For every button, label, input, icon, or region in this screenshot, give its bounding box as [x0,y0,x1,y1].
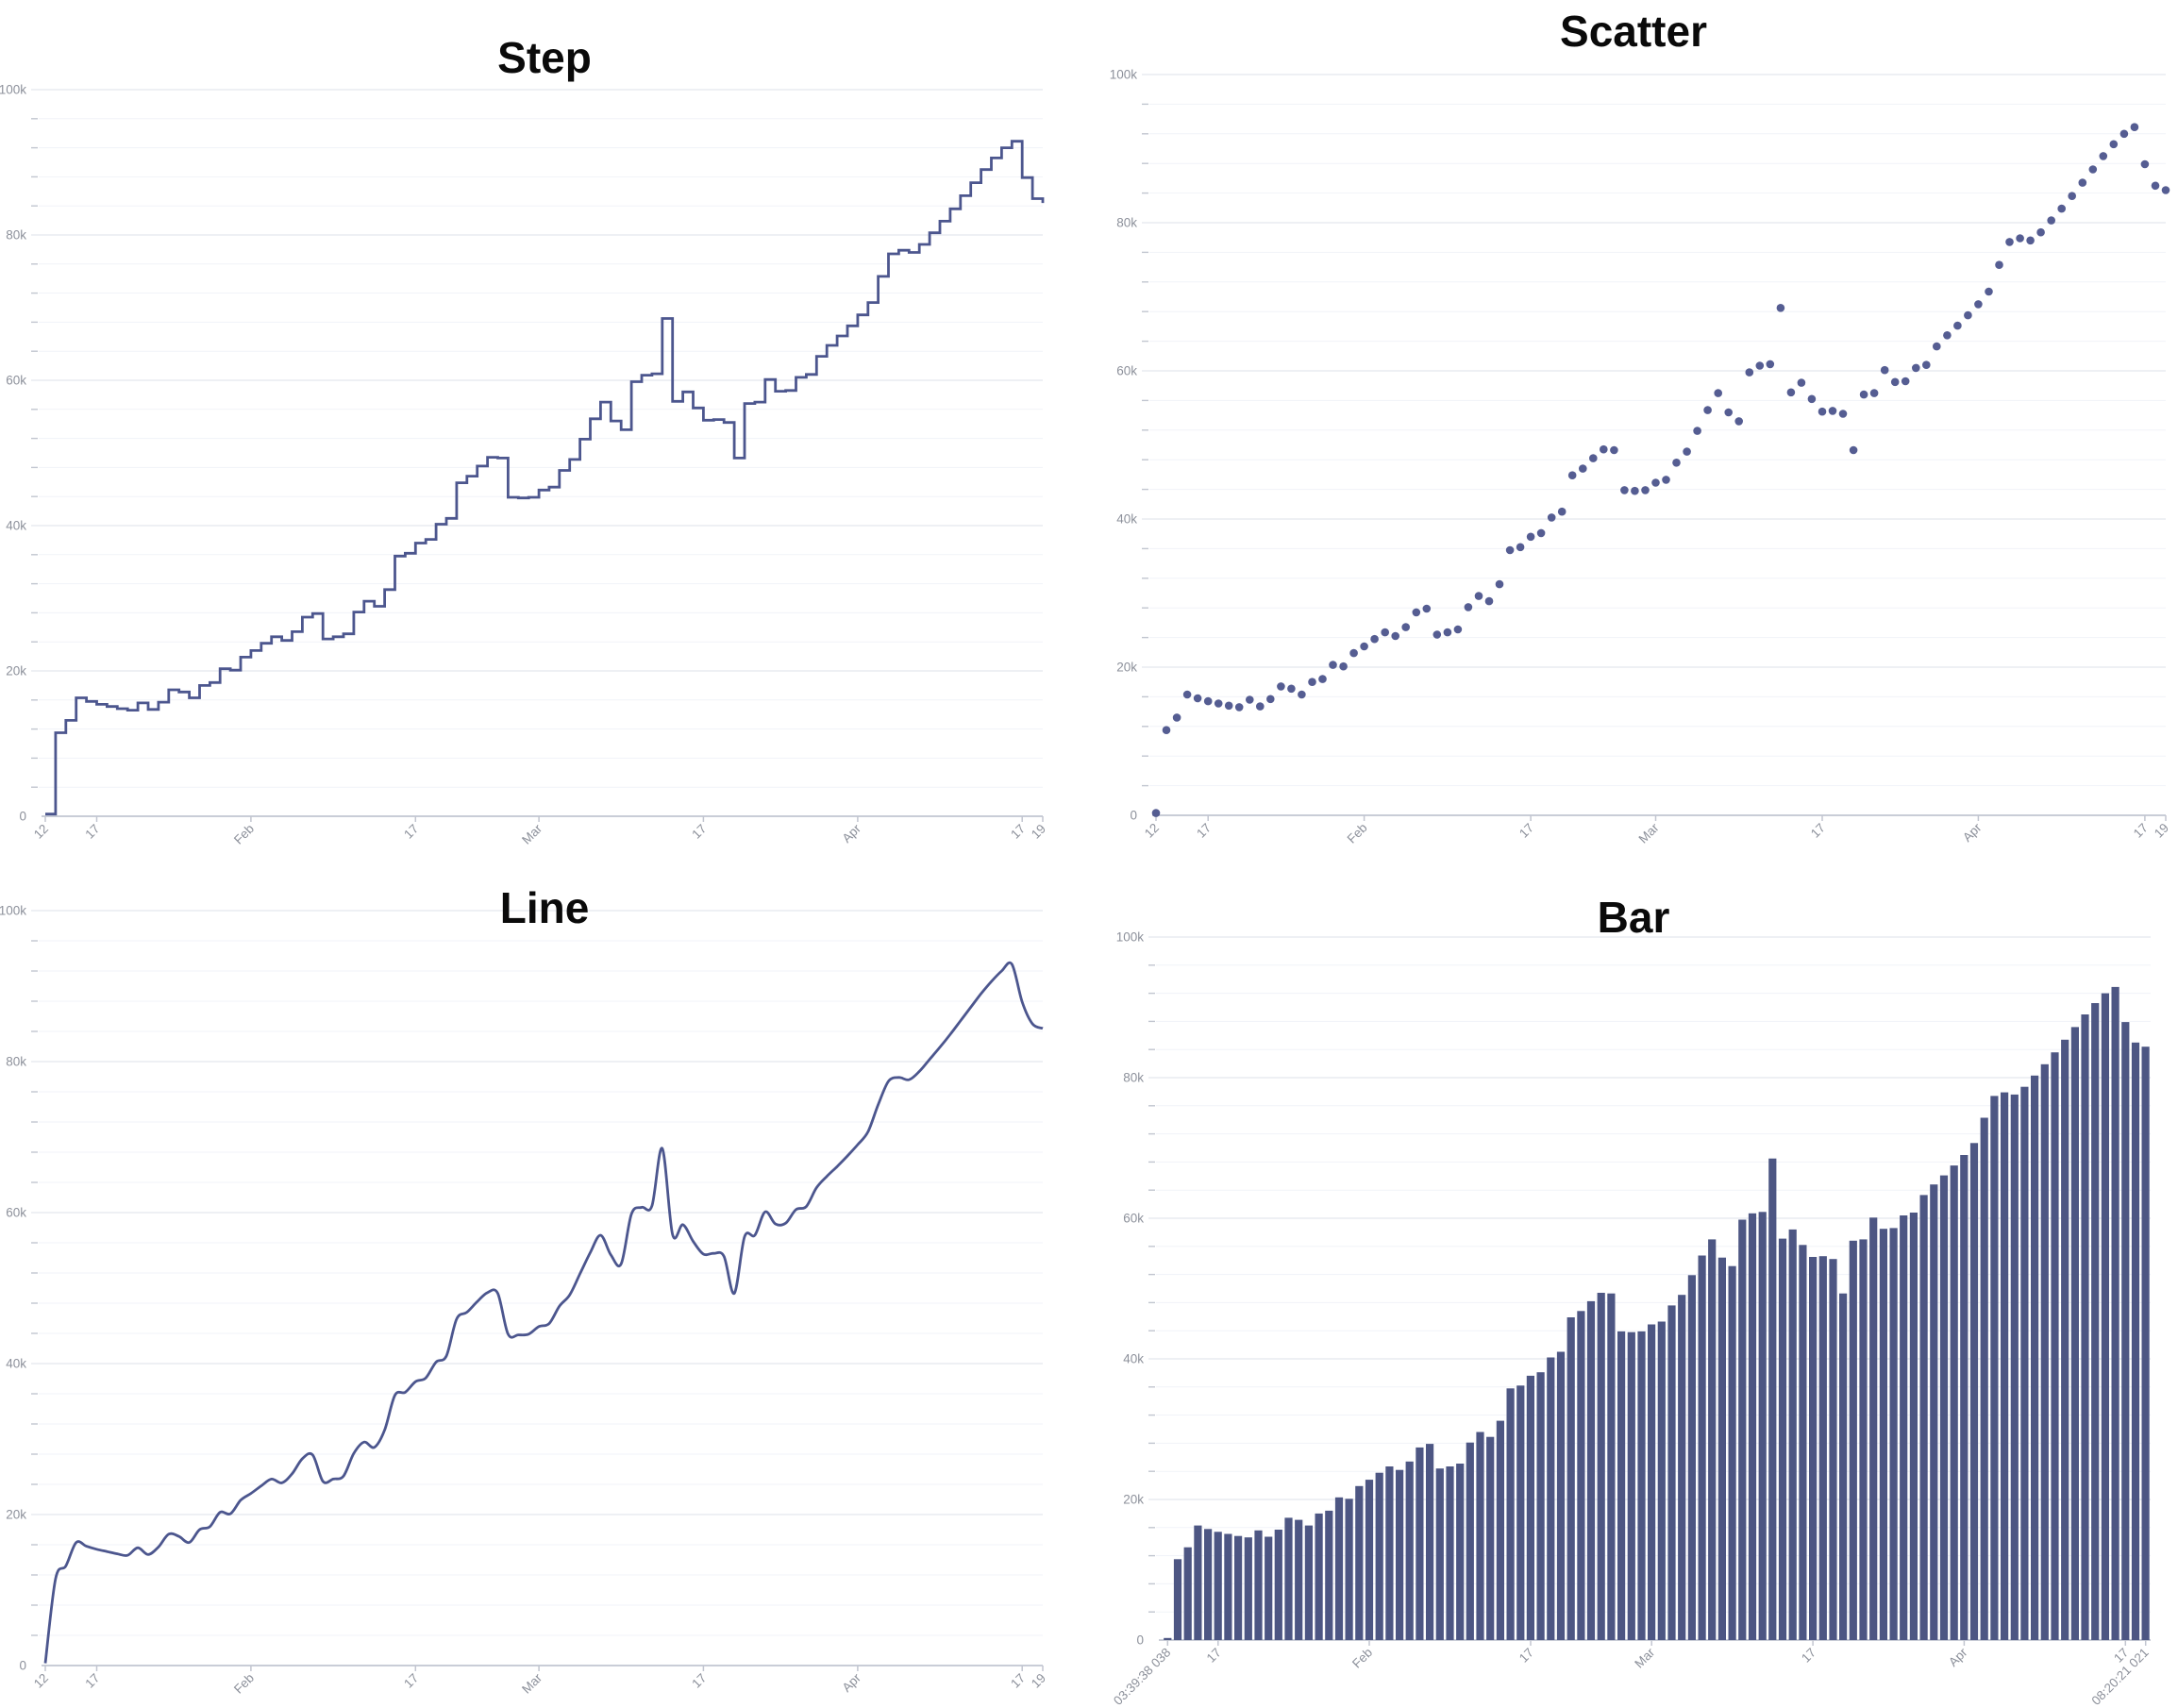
y-tick-label: 0 [1130,809,1137,823]
chart-title-line: Line [499,883,590,932]
y-tick-label: 40k [6,519,26,533]
line-plot: 0 20k 40k 60k 80k 100k 12 17 Feb 17 Mar 17 Apr 17 19 [0,854,1089,1708]
y-tick-label: 60k [6,1206,26,1220]
scatter-series [1151,123,2170,817]
y-tick-label: 100k [0,904,26,918]
x-tick-label: 17 [1516,1646,1536,1666]
scatter-plot: 0 20k 40k 60k 80k 100k 12 17 Feb 17 Mar 17 Apr 17 19 [1089,0,2178,854]
x-tick-label: Feb [231,1671,257,1697]
y-tick-label: 80k [1116,216,1137,230]
x-tick-label: 17 [401,822,421,842]
y-tick-label: 20k [6,1508,26,1522]
y-tick-label: 60k [1116,364,1137,378]
x-tick-label: 12 [31,1671,51,1691]
chart-title-bar: Bar [1597,893,1670,942]
x-tick-label: 17 [401,1671,421,1691]
bar-plot-svg: 0 20k 40k 60k 80k 100k 03:39:38 038 17 Feb 17 Mar 1… [1111,930,2152,1708]
chart-bar: 0 20k 40k 60k 80k 100k 03:39:38 038 17 Feb 17 Mar 1… [1089,854,2178,1708]
x-tick-label: 19 [1029,1671,1048,1691]
chart-line: 0 20k 40k 60k 80k 100k 12 17 Feb 17 Mar 17 Apr 17 19 L… [0,854,1089,1708]
step-plot: 0 20k 40k 60k 80k 100k 12 17 Feb 17 Mar 17 Apr 17 19 [0,0,1089,854]
y-tick-label: 100k [1116,930,1145,945]
x-tick-label: Feb [1345,821,1370,846]
x-tick-label: Apr [840,1670,864,1695]
x-tick-label: 19 [2152,821,2171,841]
y-tick-label: 20k [1116,661,1137,675]
x-tick-label: Mar [519,1670,544,1696]
x-tick-label: 12 [1142,821,1162,841]
x-tick-label: Feb [231,822,257,847]
y-tick-label: 40k [1116,512,1137,527]
x-tick-label: Mar [1636,820,1662,846]
x-tick-label: Mar [1632,1645,1657,1670]
x-tick-label: Apr [1946,1645,1970,1669]
y-tick-label: 60k [6,374,26,388]
x-tick-label: 17 [1516,821,1536,841]
y-tick-label: 0 [19,1659,26,1673]
x-tick-label: Feb [1349,1646,1375,1671]
bar-series [1164,986,2150,1641]
bar-plot: 0 20k 40k 60k 80k 100k 03:39:38 038 17 Feb 17 Mar 1… [1089,854,2178,1708]
x-tick-label: 17 [1204,1646,1224,1666]
y-tick-label: 40k [1123,1352,1144,1366]
y-tick-label: 80k [1123,1071,1144,1085]
x-tick-label: 12 [31,822,51,842]
y-tick-label: 20k [1123,1493,1144,1507]
x-tick-label: 17 [82,822,102,842]
x-tick-label: Mar [519,821,544,846]
x-tick-label: 17 [689,1671,709,1691]
x-tick-label: 17 [1808,821,1828,841]
chart-title-step: Step [497,33,592,82]
chart-title-scatter: Scatter [1560,7,1707,56]
y-tick-label: 20k [6,664,26,678]
chart-scatter: 0 20k 40k 60k 80k 100k 12 17 Feb 17 Mar 17 Apr 17 19 S… [1089,0,2178,854]
x-tick-label: 19 [1029,822,1048,842]
y-tick-label: 0 [1136,1633,1144,1648]
x-tick-label: 17 [2131,821,2151,841]
x-tick-label: 17 [82,1671,102,1691]
x-tick-label: Apr [840,821,864,846]
step-series [45,140,1045,816]
y-tick-label: 0 [19,810,26,824]
y-tick-label: 80k [6,228,26,243]
x-tick-label: 03:39:38 038 [1111,1646,1173,1708]
x-tick-label: 17 [1799,1646,1818,1666]
chart-step: 0 20k 40k 60k 80k 100k 12 17 Feb 17 Mar 17 Apr 17 19 S… [0,0,1089,854]
x-tick-label: Apr [1960,820,1985,845]
x-tick-label: 17 [1194,821,1214,841]
y-tick-label: 40k [6,1357,26,1371]
x-tick-label: 17 [1008,822,1028,842]
x-tick-label: 17 [689,822,709,842]
y-tick-label: 100k [0,83,26,97]
x-tick-label: 17 [1008,1671,1028,1691]
line-series [43,961,1044,1664]
y-tick-label: 80k [6,1055,26,1069]
y-tick-label: 60k [1123,1212,1144,1226]
y-tick-label: 100k [1110,68,1138,82]
